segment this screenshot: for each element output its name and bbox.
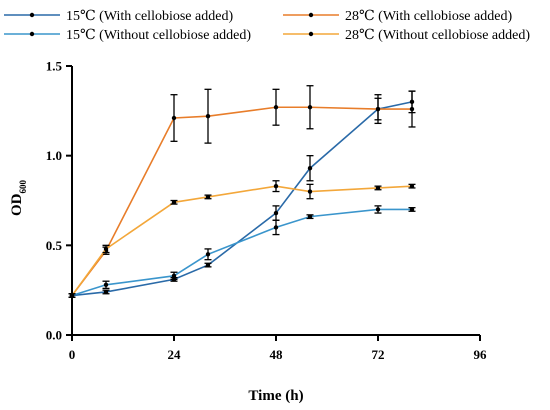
series-line [71,185,413,297]
data-point [273,105,279,110]
data-point [171,200,177,205]
data-point [307,166,313,171]
data-point [409,207,415,212]
legend-item: 28℃ (With cellobiose added) [283,9,512,24]
legend: 15℃ (With cellobiose added) 15℃ (Without … [4,9,530,43]
y-axis-title: OD600 [9,180,28,217]
y-tick-label: 0.5 [46,238,63,253]
data-point [205,262,211,268]
legend-marker [308,12,314,18]
data-point [103,246,109,252]
x-tick-label: 0 [69,347,76,362]
series-1 [68,90,416,298]
legend-item: 15℃ (Without cellobiose added) [4,28,251,43]
y-tick-label: 1.5 [46,59,63,74]
y-tick-label: 1.0 [46,148,62,163]
data-point [103,289,109,295]
legend-marker [308,31,314,37]
data-point [307,189,313,194]
data-point [273,210,279,216]
data-point [375,106,381,112]
x-tick-label: 48 [270,347,284,362]
series-2 [68,205,416,298]
data-point [409,183,415,189]
legend-item: 15℃ (With cellobiose added) [4,9,233,24]
legend-label: 15℃ (With cellobiose added) [66,9,233,24]
data-point [205,252,211,257]
data-point [103,282,109,287]
data-point [171,115,177,121]
y-axis-title-main: OD [9,193,25,216]
data-point [409,106,415,112]
series-group [68,85,416,298]
data-point [375,207,381,212]
legend-marker [29,31,35,37]
x-tick-label: 96 [474,347,488,362]
y-tick-label: 0.0 [46,328,62,343]
data-point [375,185,381,191]
x-ticks: 0 24 48 72 96 [69,335,487,362]
data-point [273,183,279,189]
series-line [71,101,413,297]
legend-item: 28℃ (Without cellobiose added) [283,28,530,43]
svg-text:OD600: OD600 [9,180,28,217]
series-line [71,106,412,297]
legend-label: 28℃ (With cellobiose added) [345,9,512,24]
y-axis-title-subscript: 600 [18,180,28,194]
data-point [307,214,313,219]
x-tick-label: 72 [372,347,385,362]
data-point [69,293,75,298]
x-tick-label: 24 [168,347,182,362]
data-point [171,273,177,279]
series-line [71,208,412,297]
y-ticks: 0.0 0.5 1.0 1.5 [46,59,72,343]
axes: 0 24 48 72 96 0.0 0.5 1.0 1.5 [46,59,487,363]
legend-label: 28℃ (Without cellobiose added) [345,28,530,43]
series-4 [68,180,416,298]
legend-label: 15℃ (Without cellobiose added) [66,28,251,43]
data-point [205,114,211,119]
data-point [273,225,279,230]
data-point [205,194,211,200]
x-axis-title: Time (h) [248,388,303,404]
data-point [307,105,313,110]
legend-marker [29,12,35,18]
